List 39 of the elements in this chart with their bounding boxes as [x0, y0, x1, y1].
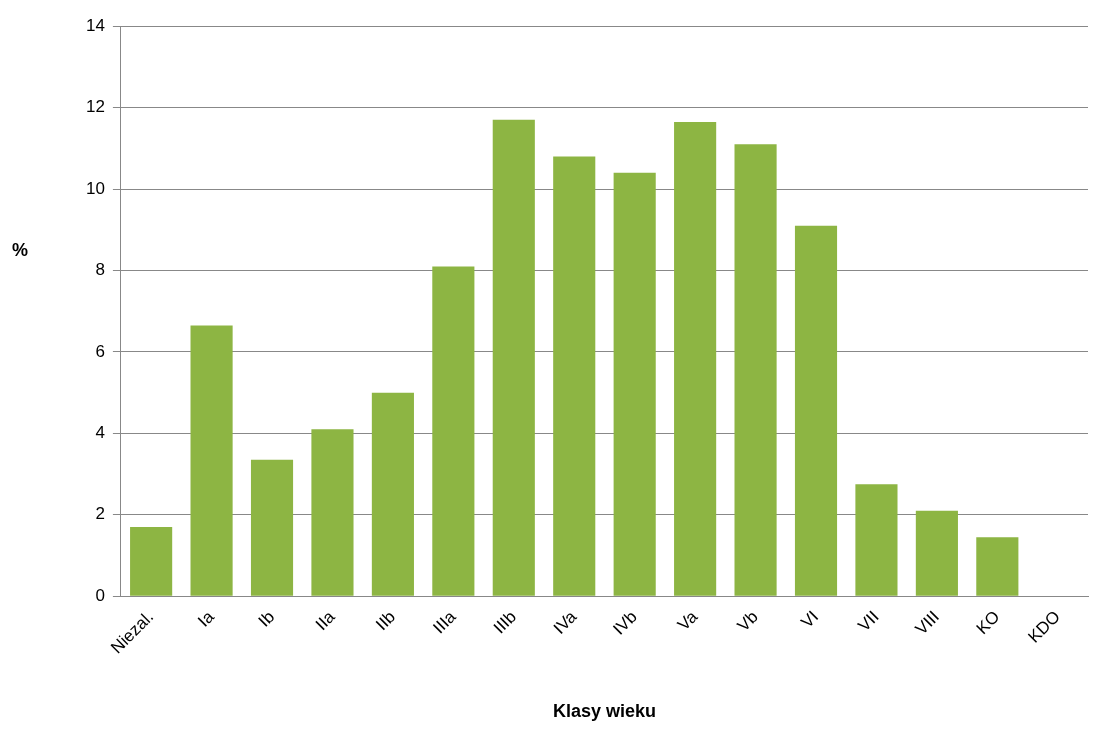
- x-axis-title: Klasy wieku: [552, 701, 656, 722]
- y-tick-label: 6: [95, 341, 105, 361]
- x-tick-label: VII: [854, 607, 883, 636]
- y-tick-label: 14: [85, 15, 105, 35]
- y-axis-title: %: [12, 240, 29, 261]
- x-tick-label: Ib: [254, 607, 279, 631]
- bar: [432, 266, 475, 596]
- x-tick-label: VI: [797, 607, 823, 632]
- x-tick-label: Va: [674, 606, 702, 635]
- x-tick-label: IIa: [311, 606, 339, 634]
- bar: [130, 527, 173, 596]
- bar: [976, 537, 1019, 596]
- bar: [492, 119, 535, 596]
- y-tick-label: 2: [95, 504, 105, 524]
- bar: [674, 121, 717, 596]
- bar: [855, 484, 898, 596]
- x-tick-label: IVb: [609, 607, 641, 639]
- bar: [250, 459, 294, 596]
- x-tick-label: IIb: [372, 607, 400, 634]
- x-tick-label: IIIb: [489, 607, 520, 638]
- bar: [190, 325, 233, 596]
- x-tick-label: Vb: [733, 607, 762, 636]
- x-tick-label: Ia: [194, 606, 219, 631]
- bar: [553, 156, 596, 596]
- bar: [915, 510, 958, 596]
- x-tick-label: IIIa: [429, 606, 460, 638]
- bar: [734, 144, 777, 596]
- x-tick-label: IVa: [549, 606, 581, 638]
- bar: [371, 392, 414, 596]
- bar: [311, 429, 354, 596]
- y-tick-label: 8: [95, 260, 105, 280]
- y-tick-label: 10: [85, 178, 105, 198]
- x-tick-label: VIII: [911, 607, 944, 639]
- y-tick-label: 12: [85, 97, 105, 117]
- y-tick-label: 4: [95, 423, 105, 443]
- x-tick-label: KO: [972, 607, 1004, 638]
- bar: [794, 225, 838, 596]
- y-tick-label: 0: [95, 585, 105, 605]
- bar: [613, 172, 656, 596]
